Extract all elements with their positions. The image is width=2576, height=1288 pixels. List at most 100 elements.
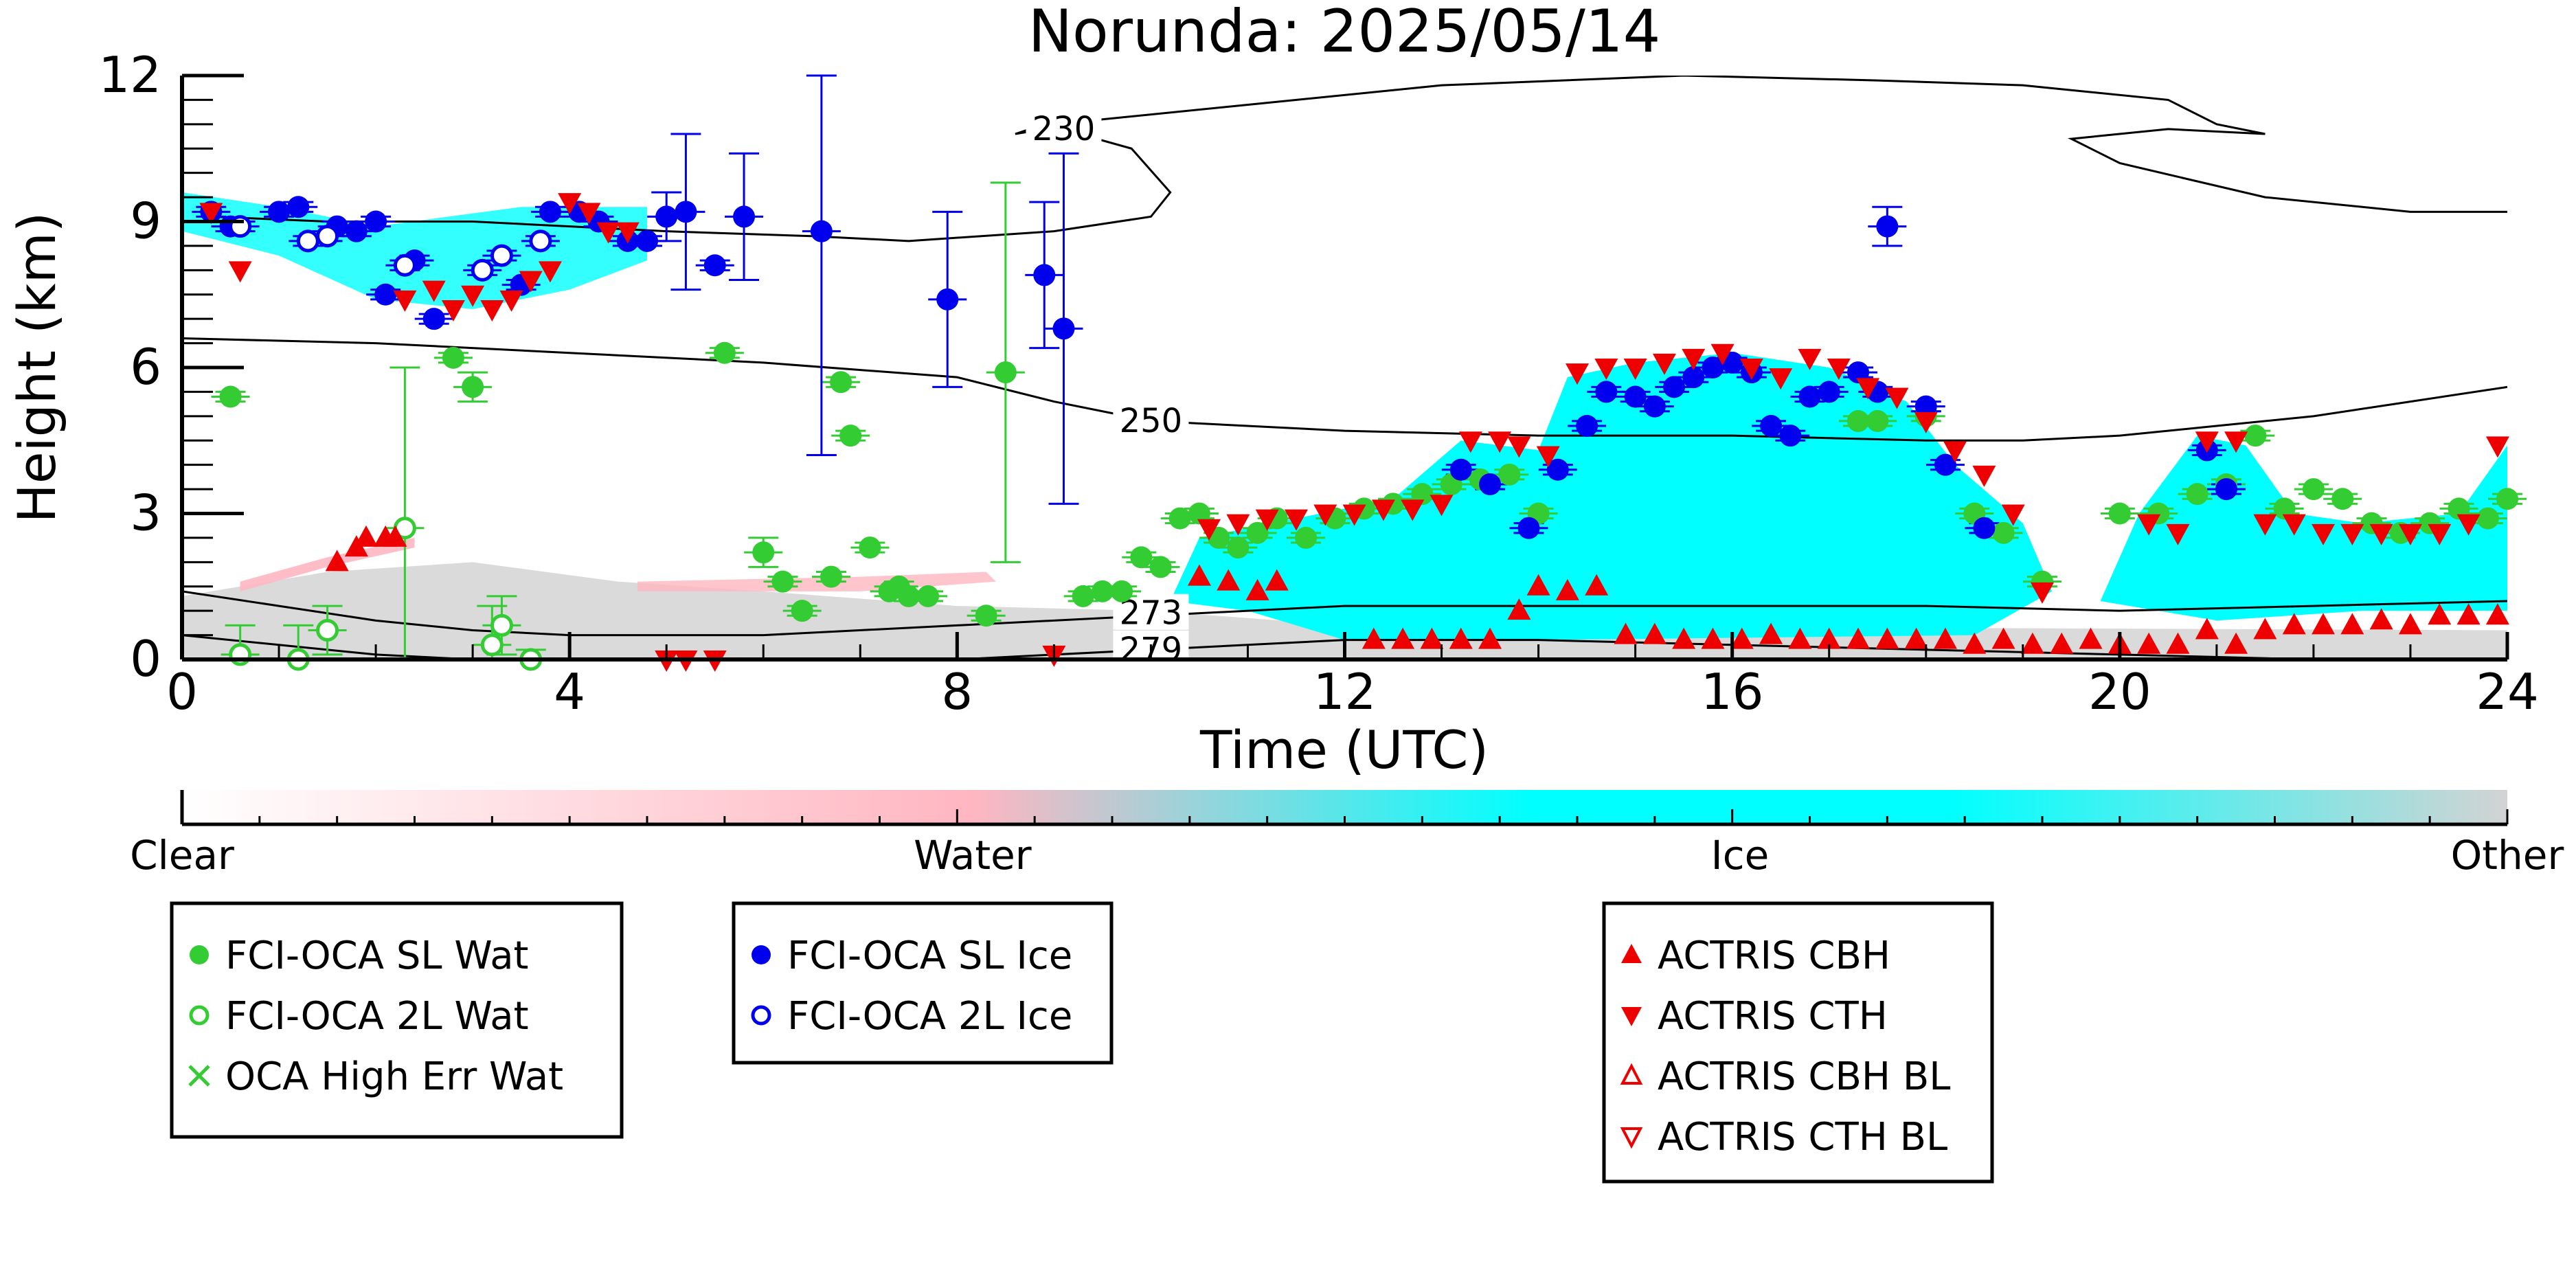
fci-oca-sl-wat-point [2108, 502, 2131, 525]
actris-cbh-point [1730, 627, 1754, 649]
legend-label: ACTRIS CTH BL [1658, 1115, 1947, 1160]
fci-oca-sl-ice-point [655, 205, 678, 228]
actris-cth-point [1371, 499, 1395, 521]
actris-cbh-point [2428, 603, 2452, 625]
actris-cth-point [1255, 509, 1279, 531]
fci-oca-2l-wat-point [480, 633, 504, 657]
fci-oca-sl-ice-point [1702, 357, 1724, 379]
y-tick-label: 6 [130, 338, 161, 396]
contour-label-bg [1113, 401, 1189, 438]
actris-cth-point [1342, 504, 1366, 526]
actris-cth-point [461, 285, 485, 307]
actris-cth-point [393, 290, 417, 312]
ice-cloud-main [1170, 352, 2053, 640]
fci-oca-sl-wat-point [771, 570, 794, 593]
actris-cbh-point [1614, 622, 1638, 644]
actris-cbh-point [2485, 603, 2509, 625]
actris-cth-point [422, 280, 446, 302]
fci-oca-sl-wat-point [1130, 546, 1153, 569]
actris-cbh-point [1701, 627, 1725, 649]
contour-label: 273 [1120, 594, 1183, 633]
actris-cth-point [1972, 465, 1996, 487]
fci-oca-2l-ice-point [393, 253, 416, 277]
actris-cbh-point [2340, 613, 2364, 635]
y-tick-label: 9 [130, 192, 161, 250]
actris-cbh-point [2020, 632, 2044, 654]
fci-oca-sl-ice-point [1643, 395, 1666, 418]
fci-oca-sl-ice-point [1624, 385, 1647, 408]
fci-oca-sl-ice-point [1818, 381, 1840, 403]
colorbar-label: Water [914, 832, 1032, 879]
fci-oca-sl-ice-point [1449, 458, 1472, 481]
legend-label: ACTRIS CBH [1658, 934, 1890, 978]
actris-cth-point [2166, 523, 2190, 545]
fci-oca-sl-wat-point [917, 585, 940, 607]
actris-cth-point [1623, 359, 1647, 380]
actris-cbh-point [1846, 627, 1871, 649]
fci-oca-2l-ice-point [296, 229, 319, 253]
colorbar-label: Other [2451, 832, 2564, 879]
actris-cth-point [2456, 514, 2481, 536]
actris-cbh-point [1642, 622, 1667, 644]
actris-cbh-point [2224, 632, 2248, 654]
fci-oca-sl-ice-point [936, 288, 959, 310]
actris-cbh-point [1759, 622, 1783, 644]
actris-cbh-point [2166, 632, 2190, 654]
actris-cbh-point [1478, 627, 1502, 649]
actris-cth-point [1566, 363, 1589, 385]
actris-cth-point [2137, 514, 2161, 536]
fci-oca-sl-wat-point [830, 371, 852, 394]
x-tick-label: 8 [941, 663, 973, 721]
actris-cth-point [2312, 523, 2336, 545]
y-axis-label: Height (km) [6, 212, 67, 523]
fci-oca-sl-ice-point [1760, 415, 1783, 437]
actris-cth-point [577, 203, 601, 225]
actris-cth-point [2224, 431, 2248, 453]
legend-label: FCI-OCA SL Ice [787, 934, 1072, 978]
legend-label: FCI-OCA SL Wat [225, 934, 529, 978]
fci-oca-sl-wat-point [2448, 497, 2470, 520]
ice-cloud-late [2100, 436, 2507, 621]
actris-cbh-point [1963, 632, 1987, 654]
legend-symbol [189, 1005, 210, 1026]
fci-oca-sl-ice-point [1033, 264, 1056, 286]
y-tick-label: 0 [130, 630, 161, 688]
legend-label: FCI-OCA 2L Wat [225, 994, 529, 1039]
legend-symbol [1621, 1007, 1642, 1026]
fci-oca-sl-wat-point [1246, 521, 1269, 544]
fci-oca-sl-ice-point [374, 283, 397, 306]
y-tick-label: 12 [98, 46, 161, 104]
fci-oca-sl-ice-point [1595, 381, 1618, 403]
legend-symbol [751, 1005, 771, 1026]
contour-line-230-1 [1015, 76, 2507, 213]
contour-label: 230 [1032, 110, 1096, 148]
actris-cbh-point [2079, 627, 2103, 649]
contour-line-230-0 [211, 123, 1172, 242]
actris-cbh-point [1420, 627, 1444, 649]
fci-oca-sl-wat-point [1498, 463, 1521, 486]
actris-cbh-point [2050, 632, 2074, 654]
actris-cth-point [1197, 519, 1221, 541]
fci-oca-sl-wat-point [1992, 521, 2015, 544]
actris-cbh-point [2137, 632, 2161, 654]
fci-oca-sl-wat-point [2273, 497, 2296, 520]
fci-oca-sl-wat-point [975, 605, 997, 627]
actris-cth-point [2485, 436, 2509, 458]
fci-oca-sl-ice-point [675, 201, 697, 223]
fci-oca-sl-ice-point [1798, 385, 1821, 408]
actris-cth-point [1652, 353, 1676, 375]
fci-oca-sl-ice-point [1479, 473, 1502, 495]
actris-cth-point [1914, 411, 1938, 433]
actris-cth-point [1401, 499, 1425, 521]
fci-oca-sl-wat-point [1411, 483, 1434, 506]
fci-oca-sl-ice-point [1663, 376, 1686, 398]
fci-oca-sl-wat-point [897, 585, 920, 607]
x-tick-label: 4 [554, 663, 585, 721]
actris-cth-point [2253, 514, 2277, 536]
actris-cbh-point [1555, 578, 1579, 600]
fci-oca-sl-ice-point [1517, 517, 1540, 539]
actris-cth-point [1710, 343, 1735, 365]
actris-cth-point [2340, 523, 2364, 545]
actris-cbh-point [2398, 613, 2422, 635]
fci-oca-sl-ice-point [636, 229, 658, 252]
